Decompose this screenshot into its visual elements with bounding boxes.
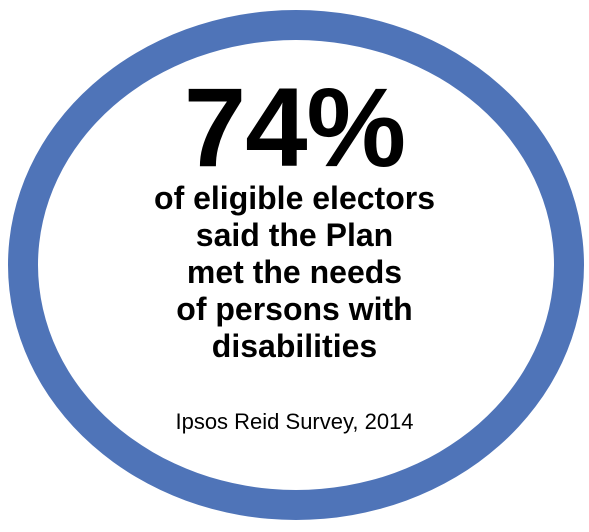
statistic-percentage: 74% <box>183 65 406 190</box>
statement-line: met the needs <box>186 254 403 290</box>
source-citation: Ipsos Reid Survey, 2014 <box>175 409 414 434</box>
statement-line: disabilities <box>211 328 378 364</box>
statement-line: of eligible electors <box>154 180 435 216</box>
statement-line: said the Plan <box>195 217 394 253</box>
statement-line: of persons with <box>176 291 413 327</box>
statement-text: of eligible electors said the Plan met t… <box>0 180 589 365</box>
